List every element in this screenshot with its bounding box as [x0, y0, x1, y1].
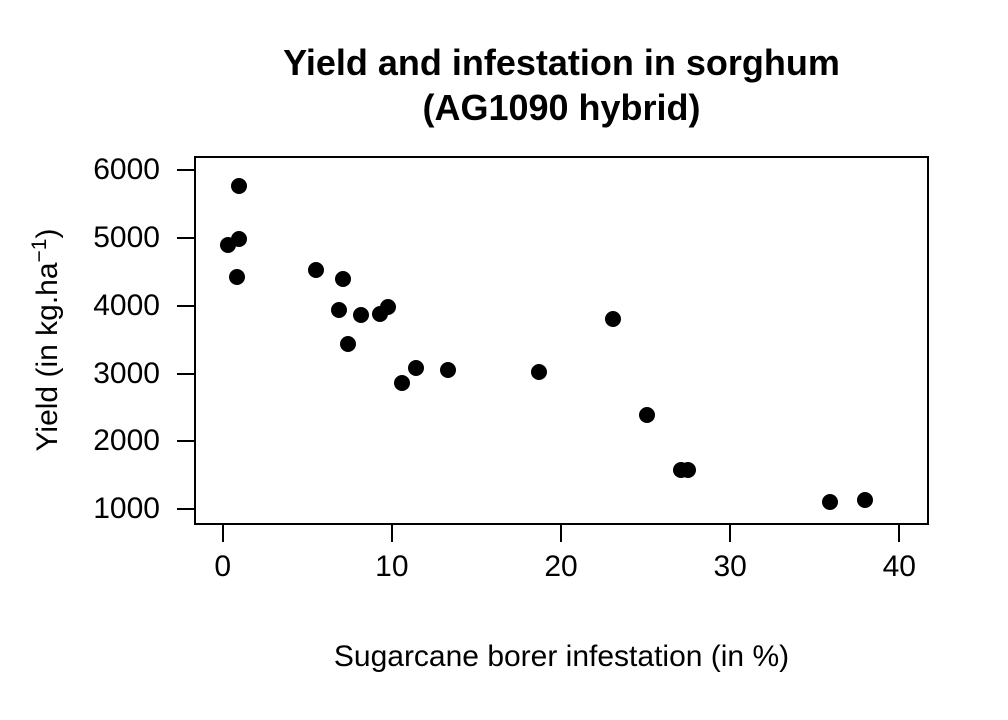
y-tick-label: 5000: [93, 221, 160, 255]
x-axis-label: Sugarcane borer infestation (in %): [333, 640, 790, 673]
x-tick-label: 30: [713, 550, 747, 583]
y-axis-label-text: Yield (in kg.ha: [31, 262, 64, 452]
data-point: [307, 261, 324, 278]
chart-title-line2: (AG1090 hybrid): [422, 87, 701, 128]
plot-area: [194, 156, 929, 525]
x-tick-label: 40: [882, 550, 916, 583]
y-tick: [177, 237, 195, 240]
y-tick-label: 3000: [93, 356, 160, 390]
x-tick: [729, 524, 732, 542]
data-point: [229, 269, 246, 286]
y-tick-label: 1000: [93, 492, 160, 526]
data-point: [331, 301, 348, 318]
y-tick-label: 4000: [93, 288, 160, 322]
data-point: [230, 230, 247, 247]
data-point: [531, 363, 547, 380]
data-point: [407, 359, 424, 376]
data-point: [339, 335, 356, 352]
x-tick: [221, 524, 224, 542]
data-point: [821, 494, 838, 511]
y-tick: [177, 440, 195, 443]
x-tick-label: 0: [214, 550, 232, 583]
data-point: [380, 298, 397, 315]
x-tick: [898, 524, 901, 542]
x-tick-label: 10: [375, 550, 409, 583]
data-point: [857, 492, 874, 509]
data-point: [230, 177, 247, 194]
y-tick-label: 6000: [93, 153, 160, 187]
data-point: [639, 406, 656, 423]
y-tick: [177, 508, 195, 511]
y-axis-label-superscript: −1: [28, 238, 51, 263]
chart-title-line1: Yield and infestation in sorghum: [283, 42, 840, 83]
y-tick: [177, 169, 195, 172]
data-point: [605, 310, 622, 327]
data-point: [679, 462, 696, 479]
x-tick: [560, 524, 562, 542]
data-point: [353, 307, 370, 324]
data-point: [334, 271, 351, 288]
y-axis-label: Yield (in kg.ha−1): [28, 228, 65, 452]
x-tick-label: 20: [544, 550, 578, 583]
y-tick: [177, 304, 195, 307]
y-tick: [177, 372, 195, 375]
chart-title: Yield and infestation in sorghum (AG1090…: [194, 40, 929, 130]
data-point: [439, 362, 456, 379]
y-axis-label-suffix: ): [31, 228, 64, 239]
x-tick: [390, 524, 393, 542]
data-point: [393, 375, 410, 392]
y-tick-label: 2000: [93, 424, 160, 458]
